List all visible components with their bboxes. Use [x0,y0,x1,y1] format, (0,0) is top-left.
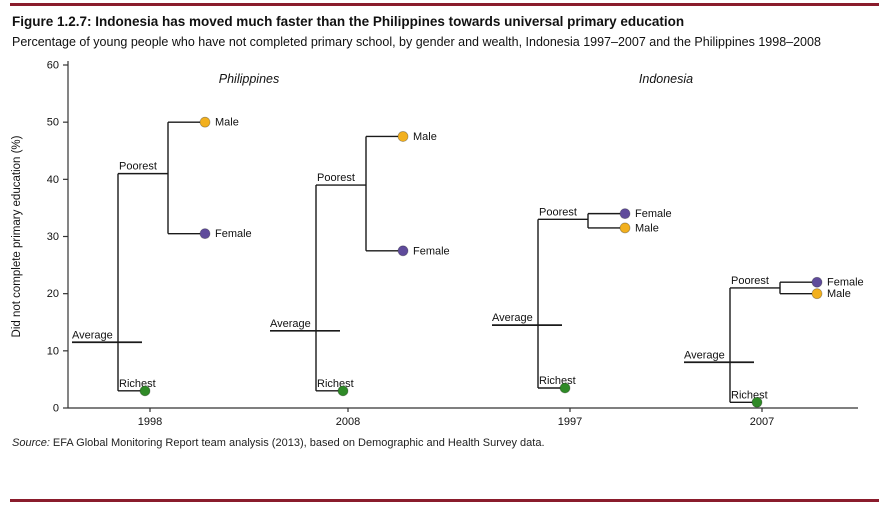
male-label: Male [827,288,851,300]
richest-label: Richest [539,375,576,387]
female-label: Female [827,277,864,289]
year-label: 1998 [138,416,162,428]
y-tick-label: 0 [53,403,59,415]
male-label: Male [413,131,437,143]
year-label: 2008 [336,416,360,428]
figure-subtitle: Percentage of young people who have not … [12,34,821,49]
figure-title: Figure 1.2.7: Indonesia has moved much f… [12,14,685,29]
richest-dot [751,397,763,408]
richest-dot [337,385,349,397]
source-text: EFA Global Monitoring Report team analys… [52,437,545,450]
y-tick-label: 60 [47,60,59,72]
y-axis-title: Did not complete primary education (%) [11,136,23,338]
poorest-label: Poorest [317,172,355,184]
male-dot [619,222,631,234]
male-label: Male [635,223,659,235]
bottom-rule [10,499,879,502]
male-label: Male [215,117,239,129]
average-label: Average [492,312,533,324]
y-tick-label: 50 [47,117,59,129]
average-label: Average [72,330,113,342]
top-rule [10,3,879,6]
y-tick-label: 10 [47,346,59,358]
poorest-label: Poorest [539,207,577,219]
male-dot [811,288,823,300]
female-label: Female [635,208,672,220]
female-dot [811,277,823,288]
female-dot [199,228,211,240]
richest-label: Richest [731,390,768,402]
richest-dot [559,382,571,394]
y-tick-label: 20 [47,288,59,300]
richest-dot [139,385,151,397]
source-note: Source: EFA Global Monitoring Report team… [12,437,877,449]
male-dot [199,117,211,128]
panel-label: Philippines [219,72,279,86]
y-tick-label: 40 [47,174,59,186]
panel-label: Indonesia [639,72,693,86]
female-label: Female [413,246,450,258]
female-label: Female [215,228,252,240]
female-dot [397,245,409,257]
chart-svg: 0 10 20 30 40 50 60 Did not complete primary ed… [11,60,864,429]
y-tick-label: 30 [47,231,59,243]
year-label: 1997 [558,416,582,428]
male-dot [397,131,409,143]
female-dot [619,208,631,220]
poorest-label: Poorest [731,275,769,287]
richest-label: Richest [119,378,156,390]
figure-header: Figure 1.2.7: Indonesia has moved much f… [12,13,877,51]
average-label: Average [270,318,311,330]
figure-page: Figure 1.2.7: Indonesia has moved much f… [0,3,889,508]
average-label: Average [684,350,725,362]
poorest-label: Poorest [119,161,157,173]
year-label: 2007 [750,416,774,428]
richest-label: Richest [317,378,354,390]
source-label: Source: [12,437,50,450]
